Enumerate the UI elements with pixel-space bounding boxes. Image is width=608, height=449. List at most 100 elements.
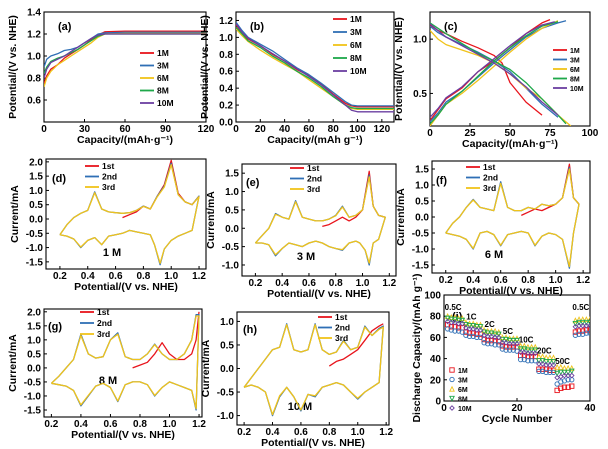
x-tick-label: 60	[119, 124, 131, 135]
panel-i: 0 20 40 0 20 40 60 80 100 Cycle Number Discharge C…	[411, 273, 596, 425]
x-axis-label: Potential/(V vs. NHE)	[261, 437, 365, 449]
y-axis-label: Current/mA	[205, 191, 217, 249]
data-point	[510, 337, 517, 344]
series-line	[236, 23, 394, 113]
rate-label: 0.5C	[572, 303, 589, 312]
x-tick-label: 75	[544, 128, 556, 139]
data-point	[569, 383, 575, 389]
y-tick-label: -1.0	[26, 243, 44, 254]
x-axis-label: Cycle Number	[482, 413, 553, 425]
legend-marker	[449, 405, 455, 411]
data-point	[539, 368, 546, 374]
data-point	[492, 331, 499, 338]
y-axis-label: Current/mA	[395, 188, 407, 246]
y-tick-label: 1.5	[225, 169, 239, 180]
series-line	[430, 21, 559, 125]
y-axis-label: Current/mA	[9, 185, 21, 243]
data-point	[462, 322, 469, 328]
y-tick-label: 0.4	[219, 84, 233, 95]
legend-label: 10M	[570, 86, 584, 93]
data-point	[510, 344, 516, 350]
legend-label: 3rd	[335, 333, 348, 343]
x-tick-label: 0.8	[322, 427, 336, 438]
data-point	[466, 333, 473, 339]
x-tick-label: 40	[584, 403, 596, 414]
data-point	[525, 350, 531, 357]
x-tick-label: 0.2	[439, 275, 453, 286]
series-line	[430, 25, 559, 118]
y-tick-label: 0.5	[220, 340, 234, 351]
x-axis-label: Potential/(V vs. NHE)	[267, 288, 371, 300]
panel-g: 0.2 0.4 0.6 0.8 1.0 1.2 -1.5 -1.0 -0.5 0.0 0.5 1.0 1…	[7, 307, 206, 441]
data-point	[510, 340, 517, 347]
panel-b: 0 20 40 60 80 100 120 0.0 0.2 0.4 0.6 0.8 1.0 1.2 Capa…	[199, 11, 395, 146]
series-line	[44, 32, 206, 87]
data-point	[466, 326, 473, 332]
data-point	[492, 334, 498, 341]
legend-label: 3M	[350, 27, 362, 37]
data-point	[561, 378, 568, 384]
data-point	[514, 340, 520, 347]
data-point	[470, 326, 477, 332]
legend-label: 3M	[570, 58, 580, 65]
x-tick-label: 0.4	[266, 427, 280, 438]
x-tick-label: 0	[427, 128, 433, 139]
data-point	[521, 357, 527, 363]
data-point	[518, 357, 524, 363]
data-point	[576, 331, 582, 337]
data-layer	[50, 311, 200, 411]
rate-label: 2C	[485, 320, 495, 329]
x-tick-label: 0.8	[136, 271, 150, 282]
y-tick-label: 100	[424, 291, 441, 302]
data-point	[587, 319, 590, 326]
data-point	[587, 322, 590, 329]
x-tick-label: 1.2	[192, 419, 206, 430]
x-axis-label: Capacity/(mAh·g⁻¹)	[77, 134, 173, 146]
data-point	[528, 343, 535, 350]
data-point	[477, 324, 484, 331]
legend-label: 10M	[458, 406, 472, 413]
legend-label: 2nd	[335, 323, 350, 333]
data-point	[448, 316, 455, 323]
legend-label: 3M	[458, 378, 468, 385]
data-point	[474, 327, 480, 333]
y-tick-label: 1.4	[27, 8, 41, 19]
y-tick-label: 0.8	[27, 74, 41, 85]
data-point	[536, 368, 542, 374]
legend-marker	[449, 367, 455, 373]
series-line	[50, 315, 200, 410]
legend-marker	[449, 376, 455, 383]
legend-label: 3rd	[97, 329, 110, 339]
data-point	[463, 332, 469, 338]
panel-label: (c)	[444, 21, 458, 33]
y-tick-label: -0.5	[217, 388, 235, 399]
data-point	[455, 317, 462, 324]
data-point	[580, 331, 586, 337]
data-point	[459, 317, 466, 324]
x-tick-label: 90	[160, 124, 172, 135]
x-tick-label: 0.2	[237, 427, 251, 438]
data-point	[558, 379, 564, 385]
x-tick-label: 0.2	[53, 271, 67, 282]
y-tick-label: 0.2	[219, 101, 233, 112]
data-point	[572, 320, 579, 327]
x-tick-label: 120	[198, 124, 215, 135]
y-tick-label: -1.0	[217, 411, 235, 422]
data-point	[510, 347, 516, 353]
x-tick-label: 1.0	[164, 271, 178, 282]
data-point	[477, 327, 484, 333]
y-tick-label: 0.5	[413, 89, 427, 100]
x-tick-label: 1.2	[576, 275, 590, 286]
x-axis-label: Capacity/(mAh g⁻¹)	[267, 134, 362, 146]
plot-frame	[241, 163, 397, 277]
data-point	[561, 369, 568, 376]
data-point	[507, 344, 513, 350]
series-line	[44, 33, 206, 79]
y-tick-label: 60	[430, 333, 442, 344]
x-tick-label: 0.4	[466, 275, 480, 286]
data-point	[565, 372, 571, 379]
data-point	[536, 361, 542, 367]
data-point	[558, 385, 564, 391]
data-layer	[243, 323, 384, 417]
